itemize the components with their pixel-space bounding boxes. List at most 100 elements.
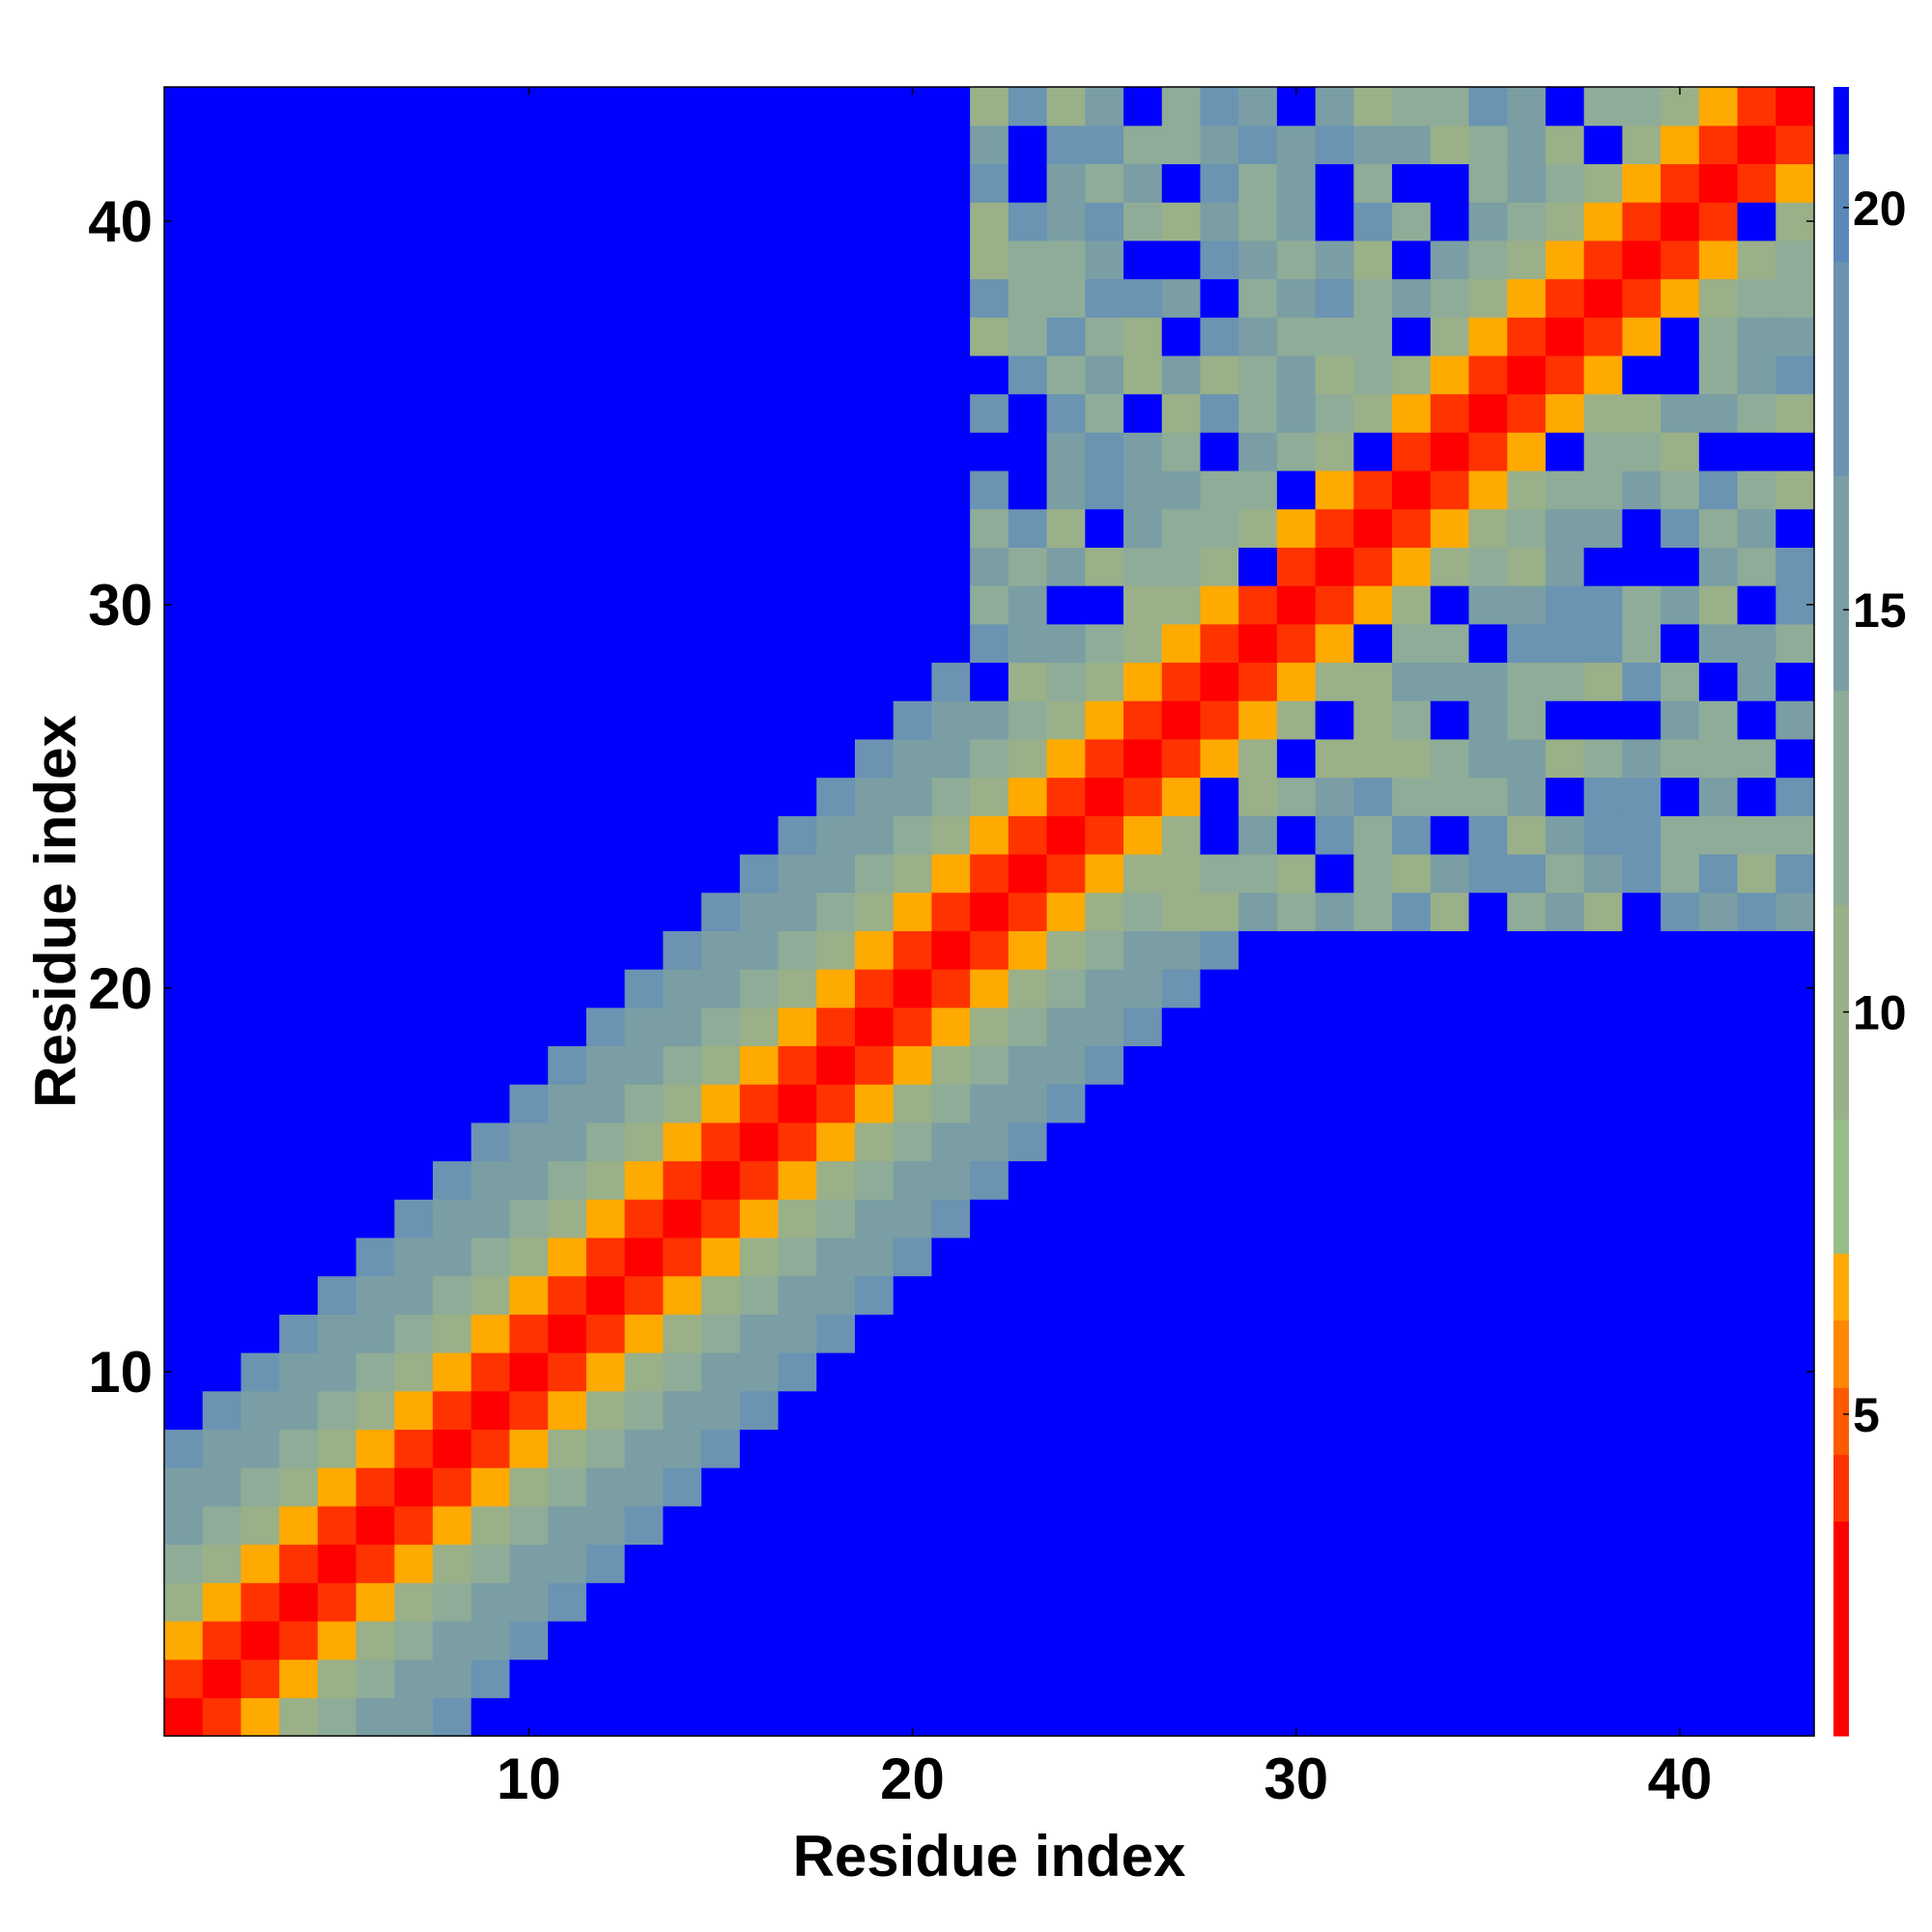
- heatmap-cell: [1737, 125, 1776, 164]
- heatmap-cell: [893, 125, 933, 164]
- heatmap-cell: [1200, 1084, 1239, 1123]
- heatmap-cell: [1468, 585, 1508, 625]
- heatmap-cell: [355, 738, 395, 779]
- heatmap-cell: [317, 355, 357, 395]
- heatmap-cell: [739, 393, 780, 433]
- heatmap-cell: [1698, 1314, 1739, 1353]
- heatmap-cell: [317, 1544, 357, 1583]
- heatmap-cell: [1545, 1620, 1585, 1661]
- heatmap-cell: [1238, 1429, 1278, 1468]
- heatmap-cell: [1698, 508, 1739, 548]
- heatmap-cell: [1661, 393, 1700, 433]
- heatmap-cell: [701, 585, 741, 625]
- heatmap-cell: [433, 892, 472, 931]
- heatmap-cell: [202, 508, 242, 548]
- heatmap-cell: [1583, 278, 1623, 318]
- heatmap-cell: [893, 1045, 933, 1085]
- heatmap-cell: [1161, 240, 1202, 280]
- heatmap-cell: [1507, 278, 1547, 318]
- heatmap-cell: [202, 1007, 242, 1047]
- heatmap-cell: [1583, 1467, 1623, 1507]
- heatmap-cell: [701, 202, 741, 242]
- heatmap-cell: [1008, 969, 1048, 1009]
- heatmap-cell: [1661, 202, 1700, 242]
- heatmap-cell: [317, 1007, 357, 1047]
- heatmap-cell: [778, 585, 817, 625]
- heatmap-cell: [585, 317, 626, 356]
- heatmap-cell: [663, 1467, 702, 1507]
- heatmap-cell: [1046, 202, 1086, 242]
- heatmap-cell: [394, 355, 434, 395]
- heatmap-cell: [739, 1314, 780, 1353]
- heatmap-cell: [317, 623, 357, 664]
- heatmap-cell: [816, 1275, 856, 1315]
- heatmap-cell: [470, 317, 511, 356]
- heatmap-cell: [1468, 623, 1508, 664]
- heatmap-cell: [1276, 547, 1317, 586]
- heatmap-cell: [624, 278, 664, 318]
- heatmap-cell: [394, 1314, 434, 1353]
- heatmap-cell: [1583, 1352, 1623, 1392]
- heatmap-cell: [548, 892, 587, 931]
- heatmap-cell: [778, 125, 817, 164]
- heatmap-cell: [241, 585, 280, 625]
- heatmap-cell: [663, 1236, 702, 1277]
- heatmap-cell: [1315, 700, 1354, 740]
- heatmap-cell: [470, 1390, 511, 1431]
- heatmap-cell: [202, 1429, 242, 1468]
- heatmap-cell: [355, 1160, 395, 1200]
- colorbar-segment: [1833, 690, 1849, 906]
- heatmap-cell: [1046, 1429, 1086, 1468]
- heatmap-cell: [394, 469, 434, 510]
- heatmap-cell: [509, 1122, 549, 1162]
- heatmap-cell: [241, 662, 280, 701]
- heatmap-cell: [1622, 1390, 1662, 1431]
- heatmap-cell: [164, 815, 204, 855]
- heatmap-cell: [548, 662, 587, 701]
- heatmap-cell: [1008, 125, 1048, 164]
- heatmap-cell: [701, 1236, 741, 1277]
- heatmap-cell: [1583, 815, 1623, 855]
- heatmap-cell: [164, 278, 204, 318]
- heatmap-cell: [509, 1236, 549, 1277]
- heatmap-cell: [1392, 1007, 1432, 1047]
- heatmap-cell: [854, 623, 895, 664]
- heatmap-cell: [1353, 585, 1393, 625]
- heatmap-cell: [470, 202, 511, 242]
- heatmap-cell: [1545, 393, 1585, 433]
- heatmap-cell: [778, 1007, 817, 1047]
- heatmap-cell: [1776, 1659, 1815, 1698]
- heatmap-cell: [164, 1467, 204, 1507]
- heatmap-cell: [241, 1582, 280, 1622]
- heatmap-cell: [1698, 1697, 1739, 1737]
- heatmap-cell: [893, 163, 933, 203]
- heatmap-cell: [1161, 930, 1202, 970]
- heatmap-cell: [778, 700, 817, 740]
- heatmap-cell: [548, 1697, 587, 1737]
- heatmap-cell: [394, 1620, 434, 1661]
- heatmap-cell: [1008, 700, 1048, 740]
- heatmap-cell: [1776, 432, 1815, 471]
- heatmap-cell: [1392, 738, 1432, 779]
- heatmap-cell: [1698, 585, 1739, 625]
- heatmap-cell: [164, 1544, 204, 1583]
- heatmap-cell: [241, 87, 280, 127]
- heatmap-cell: [394, 1275, 434, 1315]
- heatmap-cell: [1238, 87, 1278, 127]
- heatmap-cell: [778, 163, 817, 203]
- heatmap-cell: [1200, 240, 1239, 280]
- heatmap-cell: [355, 163, 395, 203]
- heatmap-cell: [663, 930, 702, 970]
- heatmap-cell: [1698, 355, 1739, 395]
- heatmap-cell: [1583, 1659, 1623, 1698]
- heatmap-cell: [1622, 1544, 1662, 1583]
- heatmap-cell: [355, 87, 395, 127]
- heatmap-cell: [1315, 317, 1354, 356]
- heatmap-cell: [241, 1544, 280, 1583]
- heatmap-cell: [509, 777, 549, 816]
- heatmap-cell: [1392, 1505, 1432, 1546]
- heatmap-cell: [816, 662, 856, 701]
- heatmap-cell: [241, 547, 280, 586]
- heatmap-cell: [1776, 1390, 1815, 1431]
- heatmap-cell: [1085, 278, 1124, 318]
